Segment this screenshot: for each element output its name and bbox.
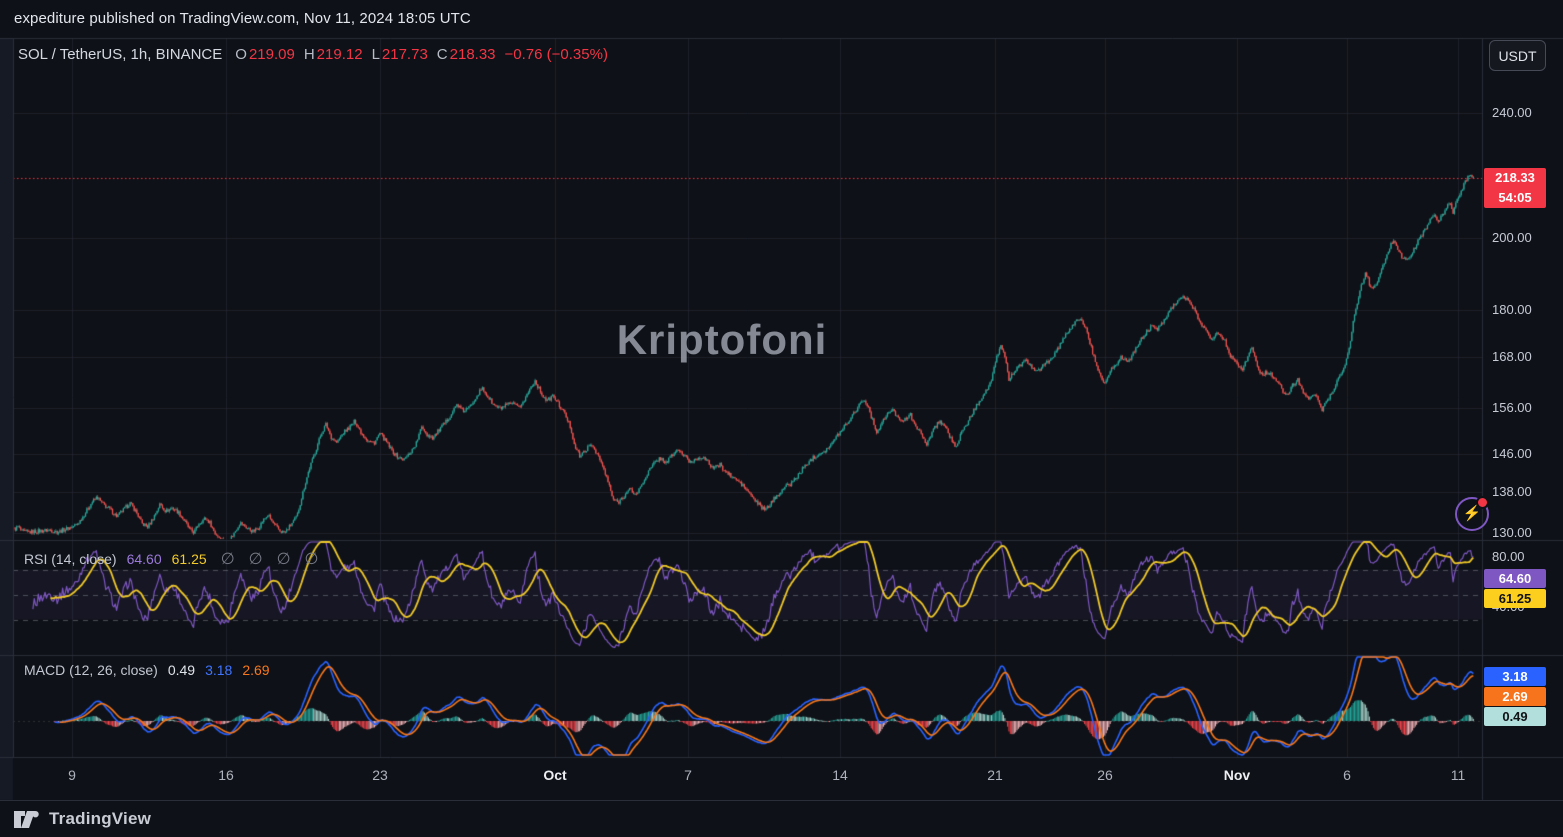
bar-countdown: 54:05 — [1498, 190, 1532, 205]
ohlc-close-value: 218.33 — [449, 46, 496, 63]
tv-mark-icon — [14, 810, 39, 828]
ohlc-high: H 219.12 — [304, 46, 363, 63]
price-axis-label: 146.00 — [1492, 445, 1532, 461]
rsi-name: RSI (14, close) — [24, 551, 117, 567]
ghost-value-icon[interactable]: ∅ — [248, 551, 263, 568]
symbol-legend[interactable]: SOL / TetherUS, 1h, BINANCE O 219.09 H 2… — [18, 46, 608, 63]
attribution-text: expediture published on TradingView.com,… — [14, 10, 471, 27]
ohlc-high-label: H — [303, 46, 315, 63]
price-axis-label: 130.00 — [1492, 525, 1532, 541]
ohlc-low-label: L — [371, 46, 380, 63]
ohlc-high-value: 219.12 — [316, 46, 363, 63]
time-tick-label: 14 — [832, 767, 848, 783]
ohlc-open-label: O — [235, 46, 247, 63]
time-tick-label: 9 — [68, 767, 76, 783]
ghost-value-icon[interactable]: ∅ — [304, 551, 319, 568]
macd-line-badge: 3.18 — [1484, 667, 1546, 686]
rsi-value-badge: 64.60 — [1484, 569, 1546, 588]
tradingview-logo[interactable]: TradingView — [0, 800, 1563, 837]
notification-dot — [1476, 496, 1489, 509]
ghost-value-icon[interactable]: ∅ — [276, 551, 291, 568]
price-axis-label: 168.00 — [1492, 349, 1532, 365]
currency-toggle-button[interactable]: USDT — [1489, 40, 1546, 71]
rsi-ma-badge: 61.25 — [1484, 589, 1546, 608]
macd-name: MACD (12, 26, close) — [24, 662, 158, 678]
macd-hist-value: 0.49 — [167, 662, 196, 678]
last-price-value: 218.33 — [1495, 170, 1535, 185]
price-axis-label: 200.00 — [1492, 230, 1532, 245]
macd-signal-badge: 2.69 — [1484, 687, 1546, 706]
rsi-legend[interactable]: RSI (14, close) 64.60 61.25 ∅ ∅ ∅ ∅ — [24, 549, 318, 569]
time-tick-label: Oct — [543, 767, 567, 783]
last-price-badge: 218.33 54:05 — [1484, 168, 1546, 208]
macd-signal-value: 2.69 — [242, 662, 270, 678]
time-tick-label: 23 — [372, 767, 388, 783]
time-tick-label: 11 — [1450, 767, 1466, 783]
flash-alert-icon[interactable]: ⚡ — [1455, 496, 1489, 531]
rsi-value: 64.60 — [126, 551, 162, 567]
rsi-axis-label: 80.00 — [1492, 549, 1525, 564]
ohlc-low-value: 217.73 — [381, 46, 428, 63]
price-axis-label: 138.00 — [1492, 484, 1532, 500]
macd-line-value: 3.18 — [205, 662, 233, 678]
symbol-title: SOL / TetherUS, 1h, BINANCE — [18, 46, 223, 63]
footer-brand-text: TradingView — [49, 809, 152, 828]
macd-legend[interactable]: MACD (12, 26, close) 0.49 3.18 2.69 — [24, 662, 270, 678]
time-tick-label: Nov — [1223, 767, 1251, 783]
macd-hist-badge: 0.49 — [1484, 707, 1546, 726]
ohlc-open: O 219.09 — [235, 46, 295, 63]
time-tick-label: 6 — [1343, 767, 1351, 783]
ghost-value-icon[interactable]: ∅ — [220, 551, 235, 568]
price-change: −0.76 (−0.35%) — [504, 46, 608, 63]
time-tick-label: 26 — [1097, 767, 1113, 783]
price-axis-label: 240.00 — [1492, 105, 1532, 121]
price-axis-label: 180.00 — [1492, 302, 1532, 318]
time-tick-label: 16 — [218, 767, 234, 783]
time-tick-label: 7 — [684, 767, 692, 783]
time-tick-label: 21 — [987, 767, 1003, 783]
ohlc-low: L 217.73 — [372, 46, 428, 63]
price-axis-label: 156.00 — [1492, 400, 1532, 416]
rsi-ma-value: 61.25 — [171, 551, 207, 567]
ohlc-close: C 218.33 — [437, 46, 496, 63]
ohlc-close-label: C — [436, 46, 448, 63]
ohlc-open-value: 219.09 — [248, 46, 295, 63]
